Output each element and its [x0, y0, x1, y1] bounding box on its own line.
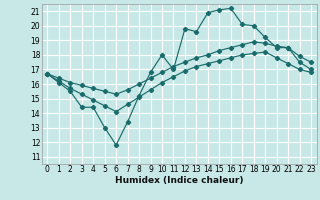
X-axis label: Humidex (Indice chaleur): Humidex (Indice chaleur) — [115, 176, 244, 185]
